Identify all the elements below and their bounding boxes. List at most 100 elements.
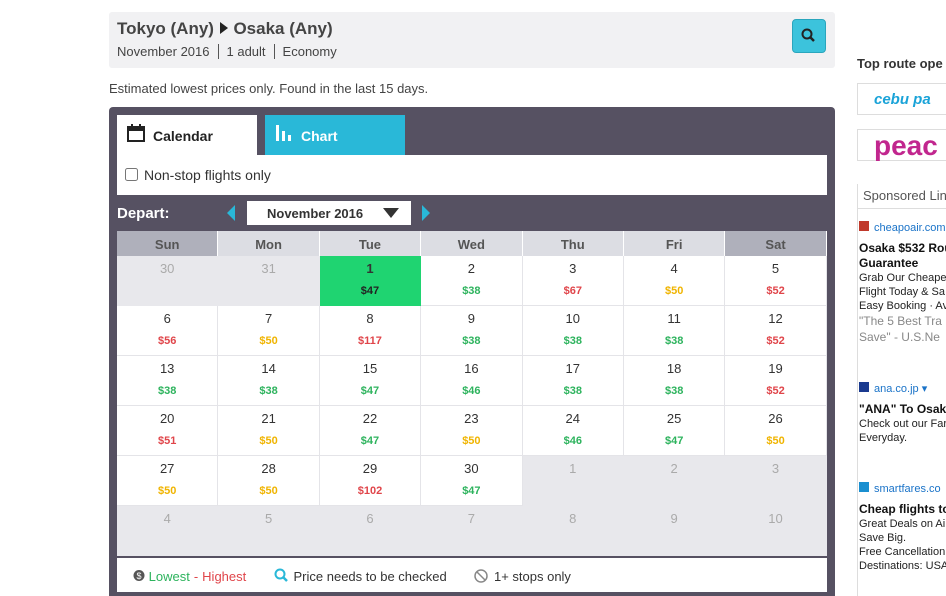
day-cell[interactable]: 22 $47	[319, 406, 422, 456]
day-number: 6	[366, 511, 374, 526]
day-price: $38	[664, 335, 684, 347]
day-cell[interactable]: 25 $47	[623, 406, 726, 456]
day-cell[interactable]: 24 $46	[522, 406, 624, 456]
chart-icon	[276, 125, 291, 141]
day-cell[interactable]: 4 $50	[623, 256, 726, 306]
checkbox[interactable]	[125, 168, 138, 181]
airline-logo[interactable]: peac	[857, 129, 946, 161]
tab-label: Calendar	[153, 128, 213, 144]
month-select[interactable]: November 2016	[247, 201, 411, 225]
ad-site-name: smartfares.co	[874, 483, 941, 495]
day-number: 9	[467, 311, 475, 326]
weekday: Thu	[522, 231, 624, 256]
ad-line: Destinations: USA	[859, 560, 946, 572]
day-price: $50	[259, 485, 278, 497]
day-price: $102	[357, 485, 383, 497]
passengers: 1 adult	[217, 44, 274, 59]
day-cell[interactable]: 5 $52	[725, 256, 827, 306]
day-cell: 6	[319, 506, 422, 556]
chart-tab[interactable]: Chart	[265, 115, 405, 155]
day-number: 16	[464, 361, 479, 376]
ad[interactable]: smartfares.co Cheap flights to Great Deals…	[859, 482, 946, 573]
day-cell[interactable]: 16 $46	[421, 356, 523, 406]
nonstop-filter[interactable]: Non-stop flights only	[125, 167, 271, 183]
day-cell[interactable]: 23 $50	[421, 406, 523, 456]
airline-logo[interactable]: cebu pa	[857, 83, 946, 115]
day-number: 11	[667, 311, 681, 326]
day-number: 8	[569, 511, 577, 526]
day-cell[interactable]: 17 $38	[522, 356, 624, 406]
legend-highest: Highest	[202, 569, 247, 584]
day-number: 25	[666, 411, 682, 426]
calendar-tab[interactable]: Calendar	[117, 115, 257, 155]
ad-icon	[859, 482, 869, 492]
day-cell[interactable]: 29 $102	[319, 456, 422, 506]
day-cell[interactable]: 2 $38	[421, 256, 523, 306]
day-cell[interactable]: 14 $38	[218, 356, 320, 406]
day-number: 3	[771, 461, 780, 476]
day-cell[interactable]: 11 $38	[623, 306, 726, 356]
month-label: November 2016	[267, 206, 364, 221]
day-cell[interactable]: 1 $47	[319, 256, 422, 306]
day-cell[interactable]: 6 $56	[117, 306, 219, 356]
legend-separator: -	[193, 569, 199, 584]
search-button[interactable]	[792, 19, 826, 53]
day-cell[interactable]: 19 $52	[725, 356, 827, 406]
ad[interactable]: cheapoair.com Osaka $532 Rou Guarantee Grab…	[859, 221, 946, 345]
day-cell[interactable]: 3 $67	[522, 256, 624, 306]
day-price: $52	[766, 285, 785, 297]
arrow-icon	[219, 22, 228, 34]
day-price: $46	[462, 385, 481, 397]
sidebar-title: Top route ope	[857, 56, 943, 71]
day-price: $38	[563, 335, 582, 347]
day-price: $67	[563, 285, 582, 297]
day-cell[interactable]: 8 $117	[319, 306, 422, 356]
ad-site-name: cheapoair.com	[874, 222, 946, 234]
day-cell: 3	[725, 456, 827, 506]
day-price: $47	[360, 385, 380, 397]
prev-month[interactable]	[225, 205, 237, 221]
day-cell: 1	[522, 456, 624, 506]
day-cell[interactable]: 13 $38	[117, 356, 219, 406]
day-price: $38	[462, 335, 481, 347]
day-price: $56	[158, 335, 177, 347]
next-month[interactable]	[420, 205, 432, 221]
day-price: $47	[664, 435, 684, 447]
day-cell[interactable]: 18 $38	[623, 356, 726, 406]
day-cell[interactable]: 28 $50	[218, 456, 320, 506]
day-cell: 5	[218, 506, 320, 556]
day-number: 6	[163, 311, 171, 326]
day-cell[interactable]: 10 $38	[522, 306, 624, 356]
svg-text:$: $	[136, 571, 141, 581]
ad-line: Guarantee	[859, 256, 919, 270]
trip-details: November 2016 1 adult Economy	[117, 44, 345, 59]
day-cell[interactable]: 21 $50	[218, 406, 320, 456]
dropdown-icon	[383, 208, 399, 218]
calendar-icon	[127, 124, 145, 142]
day-number: 8	[366, 311, 374, 326]
day-cell[interactable]: 12 $52	[725, 306, 827, 356]
day-cell[interactable]: 27 $50	[117, 456, 219, 506]
day-cell[interactable]: 30 $47	[421, 456, 523, 506]
day-price: $46	[563, 435, 582, 447]
day-number: 29	[362, 461, 378, 476]
day-price: $50	[259, 435, 278, 447]
weekday: Tue	[319, 231, 422, 256]
ad[interactable]: ana.co.jp ▾ "ANA" To Osak Check out our Fa…	[859, 382, 946, 445]
day-price: $52	[766, 335, 785, 347]
day-price: $47	[462, 485, 481, 497]
day-number: 22	[362, 411, 378, 426]
cabin: Economy	[273, 44, 345, 59]
day-number: 3	[569, 261, 577, 276]
day-cell[interactable]: 9 $38	[421, 306, 523, 356]
day-price: $51	[158, 435, 177, 447]
day-cell[interactable]: 26 $50	[725, 406, 827, 456]
day-number: 19	[768, 361, 783, 376]
day-cell[interactable]: 20 $51	[117, 406, 219, 456]
day-number: 30	[159, 261, 175, 276]
day-cell[interactable]: 15 $47	[319, 356, 422, 406]
day-cell[interactable]: 7 $50	[218, 306, 320, 356]
day-price: $50	[664, 285, 684, 297]
weekday: Mon	[218, 231, 320, 256]
day-number: 10	[768, 511, 783, 526]
